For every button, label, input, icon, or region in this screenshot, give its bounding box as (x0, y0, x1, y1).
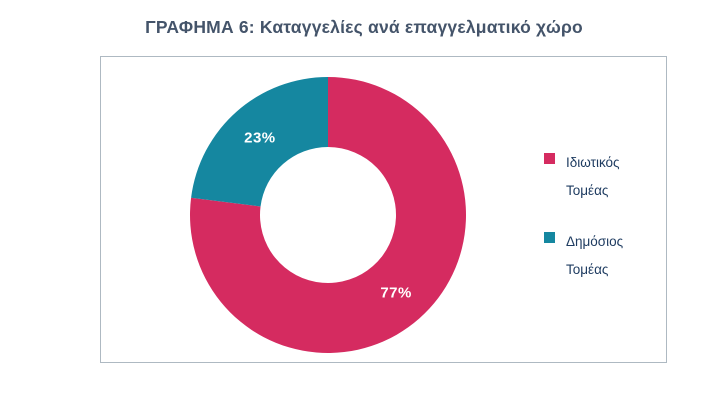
legend: Ιδιωτικός Τομέας Δημόσιος Τομέας (544, 149, 659, 307)
chart-title: ΓΡΑΦΗΜΑ 6: Καταγγελίες ανά επαγγελματικό… (145, 17, 583, 37)
chart-container: 77% 23% Ιδιωτικός Τομέας Δημόσιος Τομέας (100, 56, 667, 363)
donut-chart: 77% 23% (190, 77, 467, 353)
slice-label-0: 77% (380, 284, 412, 301)
legend-label-private-sector: Ιδιωτικός Τομέας (566, 149, 620, 205)
slice-label-1: 23% (244, 130, 276, 147)
legend-label-line2: Τομέας (566, 183, 609, 198)
legend-label-line1: Δημόσιος (566, 234, 624, 249)
donut-slice-0 (190, 77, 467, 353)
legend-label-line2: Τομέας (566, 262, 609, 277)
legend-item-public-sector: Δημόσιος Τομέας (544, 228, 659, 284)
legend-swatch-public-sector (544, 232, 555, 243)
legend-label-line1: Ιδιωτικός (566, 155, 620, 170)
legend-label-public-sector: Δημόσιος Τομέας (566, 228, 623, 284)
legend-item-private-sector: Ιδιωτικός Τομέας (544, 149, 659, 205)
donut-slice-1 (191, 77, 328, 207)
legend-swatch-private-sector (544, 153, 555, 164)
